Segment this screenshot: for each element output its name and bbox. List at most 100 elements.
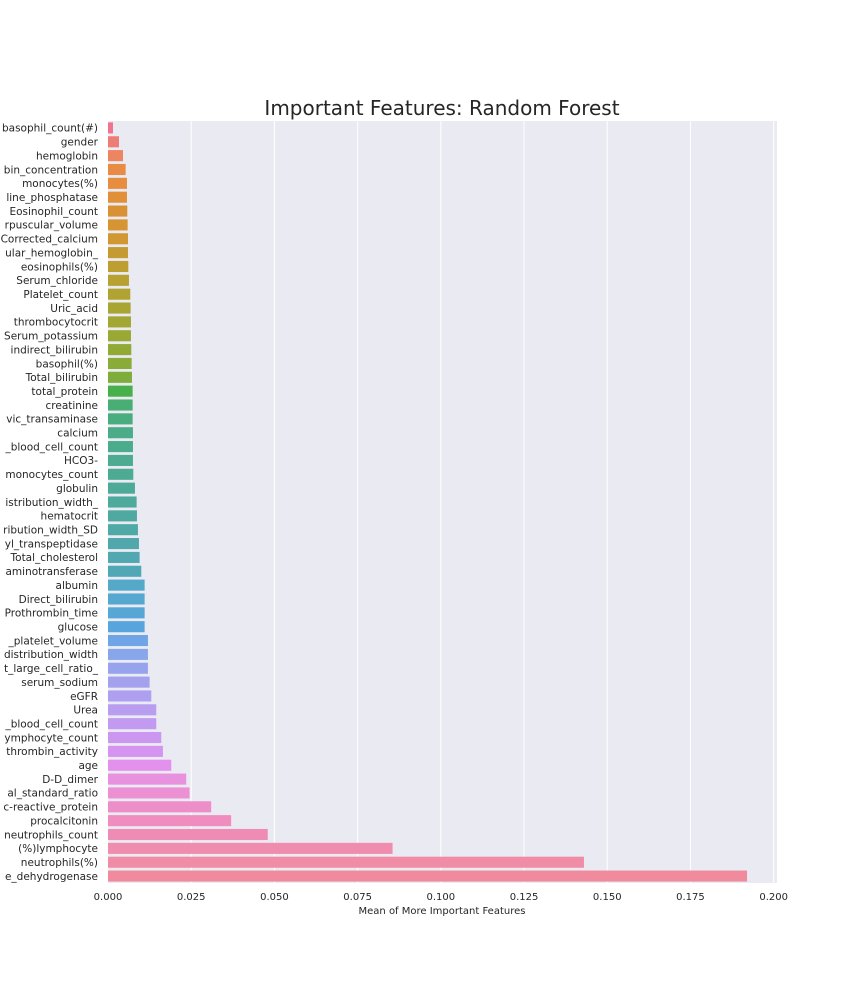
bar <box>108 621 145 633</box>
y-tick-label: basophil(%) <box>36 358 98 370</box>
bar <box>108 524 138 536</box>
y-tick-label: monocytes_count <box>5 469 98 481</box>
bar <box>108 801 212 813</box>
y-tick-label: vic_transaminase <box>6 414 98 426</box>
y-tick-label: creatinine <box>46 400 98 412</box>
bar <box>108 870 748 882</box>
y-tick-label: Total_bilirubin <box>25 372 98 384</box>
y-tick-label: yl_transpeptidase <box>5 538 98 550</box>
bar <box>108 150 123 162</box>
x-tick-label: 0.200 <box>759 892 788 903</box>
y-tick-label: istribution_width_ <box>5 497 98 509</box>
x-tick-label: 0.150 <box>593 892 622 903</box>
bar <box>108 427 133 439</box>
y-tick-label: procalcitonin <box>30 815 98 827</box>
y-tick-label: albumin <box>56 580 98 592</box>
bar <box>108 787 190 799</box>
bar <box>108 385 133 397</box>
y-tick-label: neutrophils(%) <box>21 857 98 869</box>
bar <box>108 441 133 453</box>
bar <box>108 454 133 466</box>
bar <box>108 177 127 189</box>
bar <box>108 468 134 480</box>
y-tick-label: gender <box>61 137 99 149</box>
bar <box>108 260 129 273</box>
y-tick-label: aminotransferase <box>6 566 99 578</box>
y-tick-label: Serum_potassium <box>4 331 98 343</box>
y-tick-label: ymphocyte_count <box>4 732 98 744</box>
y-tick-label: hematocrit <box>41 511 98 523</box>
y-tick-label: eosinophils(%) <box>21 261 98 273</box>
bar <box>108 635 148 647</box>
x-tick-labels: 0.000 0.025 0.050 0.075 0.100 0.125 0.150 0.175… <box>94 892 788 903</box>
bar <box>108 676 150 688</box>
y-tick-label: HCO3- <box>64 455 98 467</box>
y-tick-label: Direct_bilirubin <box>19 594 98 606</box>
y-tick-label: (%)lymphocyte <box>18 843 98 855</box>
y-tick-label: glucose <box>58 621 98 633</box>
bar <box>108 856 584 868</box>
y-tick-label: c-reactive_protein <box>3 802 98 814</box>
bar <box>108 648 148 660</box>
y-tick-label: distribution_width <box>4 649 98 661</box>
bar <box>108 579 145 591</box>
bar <box>108 731 162 744</box>
bar <box>108 828 268 841</box>
bar <box>108 344 132 356</box>
y-tick-label: indirect_bilirubin <box>11 344 98 356</box>
y-tick-label: line_phosphatase <box>6 192 98 204</box>
y-tick-label: thrombocytocrit <box>14 317 98 329</box>
x-tick-label: 0.175 <box>676 892 705 903</box>
bar <box>108 662 148 674</box>
bar <box>108 205 128 217</box>
bar <box>108 219 128 231</box>
y-tick-label: bin_concentration <box>4 164 98 176</box>
y-tick-label: ular_hemoglobin_ <box>5 247 99 259</box>
bar <box>108 122 113 134</box>
plot-area <box>108 121 777 883</box>
y-tick-label: rpuscular_volume <box>5 220 98 232</box>
y-tick-label: Urea <box>73 705 98 717</box>
bar <box>108 607 145 619</box>
y-tick-label: al_standard_ratio <box>7 788 98 800</box>
x-axis-label: Mean of More Important Features <box>359 906 526 917</box>
y-tick-label: monocytes(%) <box>22 178 98 190</box>
bar <box>108 496 137 508</box>
bar <box>108 330 131 342</box>
y-tick-label: t_large_cell_ratio_ <box>4 663 99 675</box>
x-tick-label: 0.050 <box>260 892 289 903</box>
bar <box>108 593 145 605</box>
y-tick-label: Platelet_count <box>23 289 98 301</box>
bar <box>108 718 157 730</box>
y-tick-label: Prothrombin_time <box>5 608 98 620</box>
y-tick-label: _blood_cell_count <box>4 441 98 453</box>
y-tick-label: basophil_count(#) <box>2 123 98 135</box>
x-tick-label: 0.025 <box>177 892 206 903</box>
bar <box>108 745 163 757</box>
y-tick-label: ribution_width_SD <box>3 525 98 537</box>
bar <box>108 413 133 425</box>
y-tick-label: _blood_cell_count <box>4 718 98 730</box>
bar <box>108 233 128 245</box>
y-tick-label: serum_sodium <box>21 677 98 689</box>
chart-title: Important Features: Random Forest <box>264 96 619 120</box>
bar <box>108 690 152 702</box>
y-tick-label: e_dehydrogenase <box>5 871 98 883</box>
bar <box>108 371 132 383</box>
x-tick-label: 0.125 <box>510 892 539 903</box>
y-tick-label: thrombin_activity <box>6 746 98 758</box>
bar <box>108 565 142 577</box>
y-tick-label: globulin <box>56 483 98 495</box>
bar <box>108 538 139 550</box>
y-tick-label: _platelet_volume <box>8 635 99 647</box>
bar <box>108 399 133 411</box>
y-tick-label: neutrophils_count <box>4 829 98 841</box>
y-tick-label: Serum_chloride <box>16 275 98 287</box>
y-tick-label: Eosinophil_count <box>9 206 98 218</box>
y-tick-label: eGFR <box>70 691 98 703</box>
bar <box>108 247 128 259</box>
y-tick-label: calcium <box>57 428 98 440</box>
bar <box>108 551 140 563</box>
gridlines <box>107 121 775 883</box>
bar <box>108 815 232 827</box>
